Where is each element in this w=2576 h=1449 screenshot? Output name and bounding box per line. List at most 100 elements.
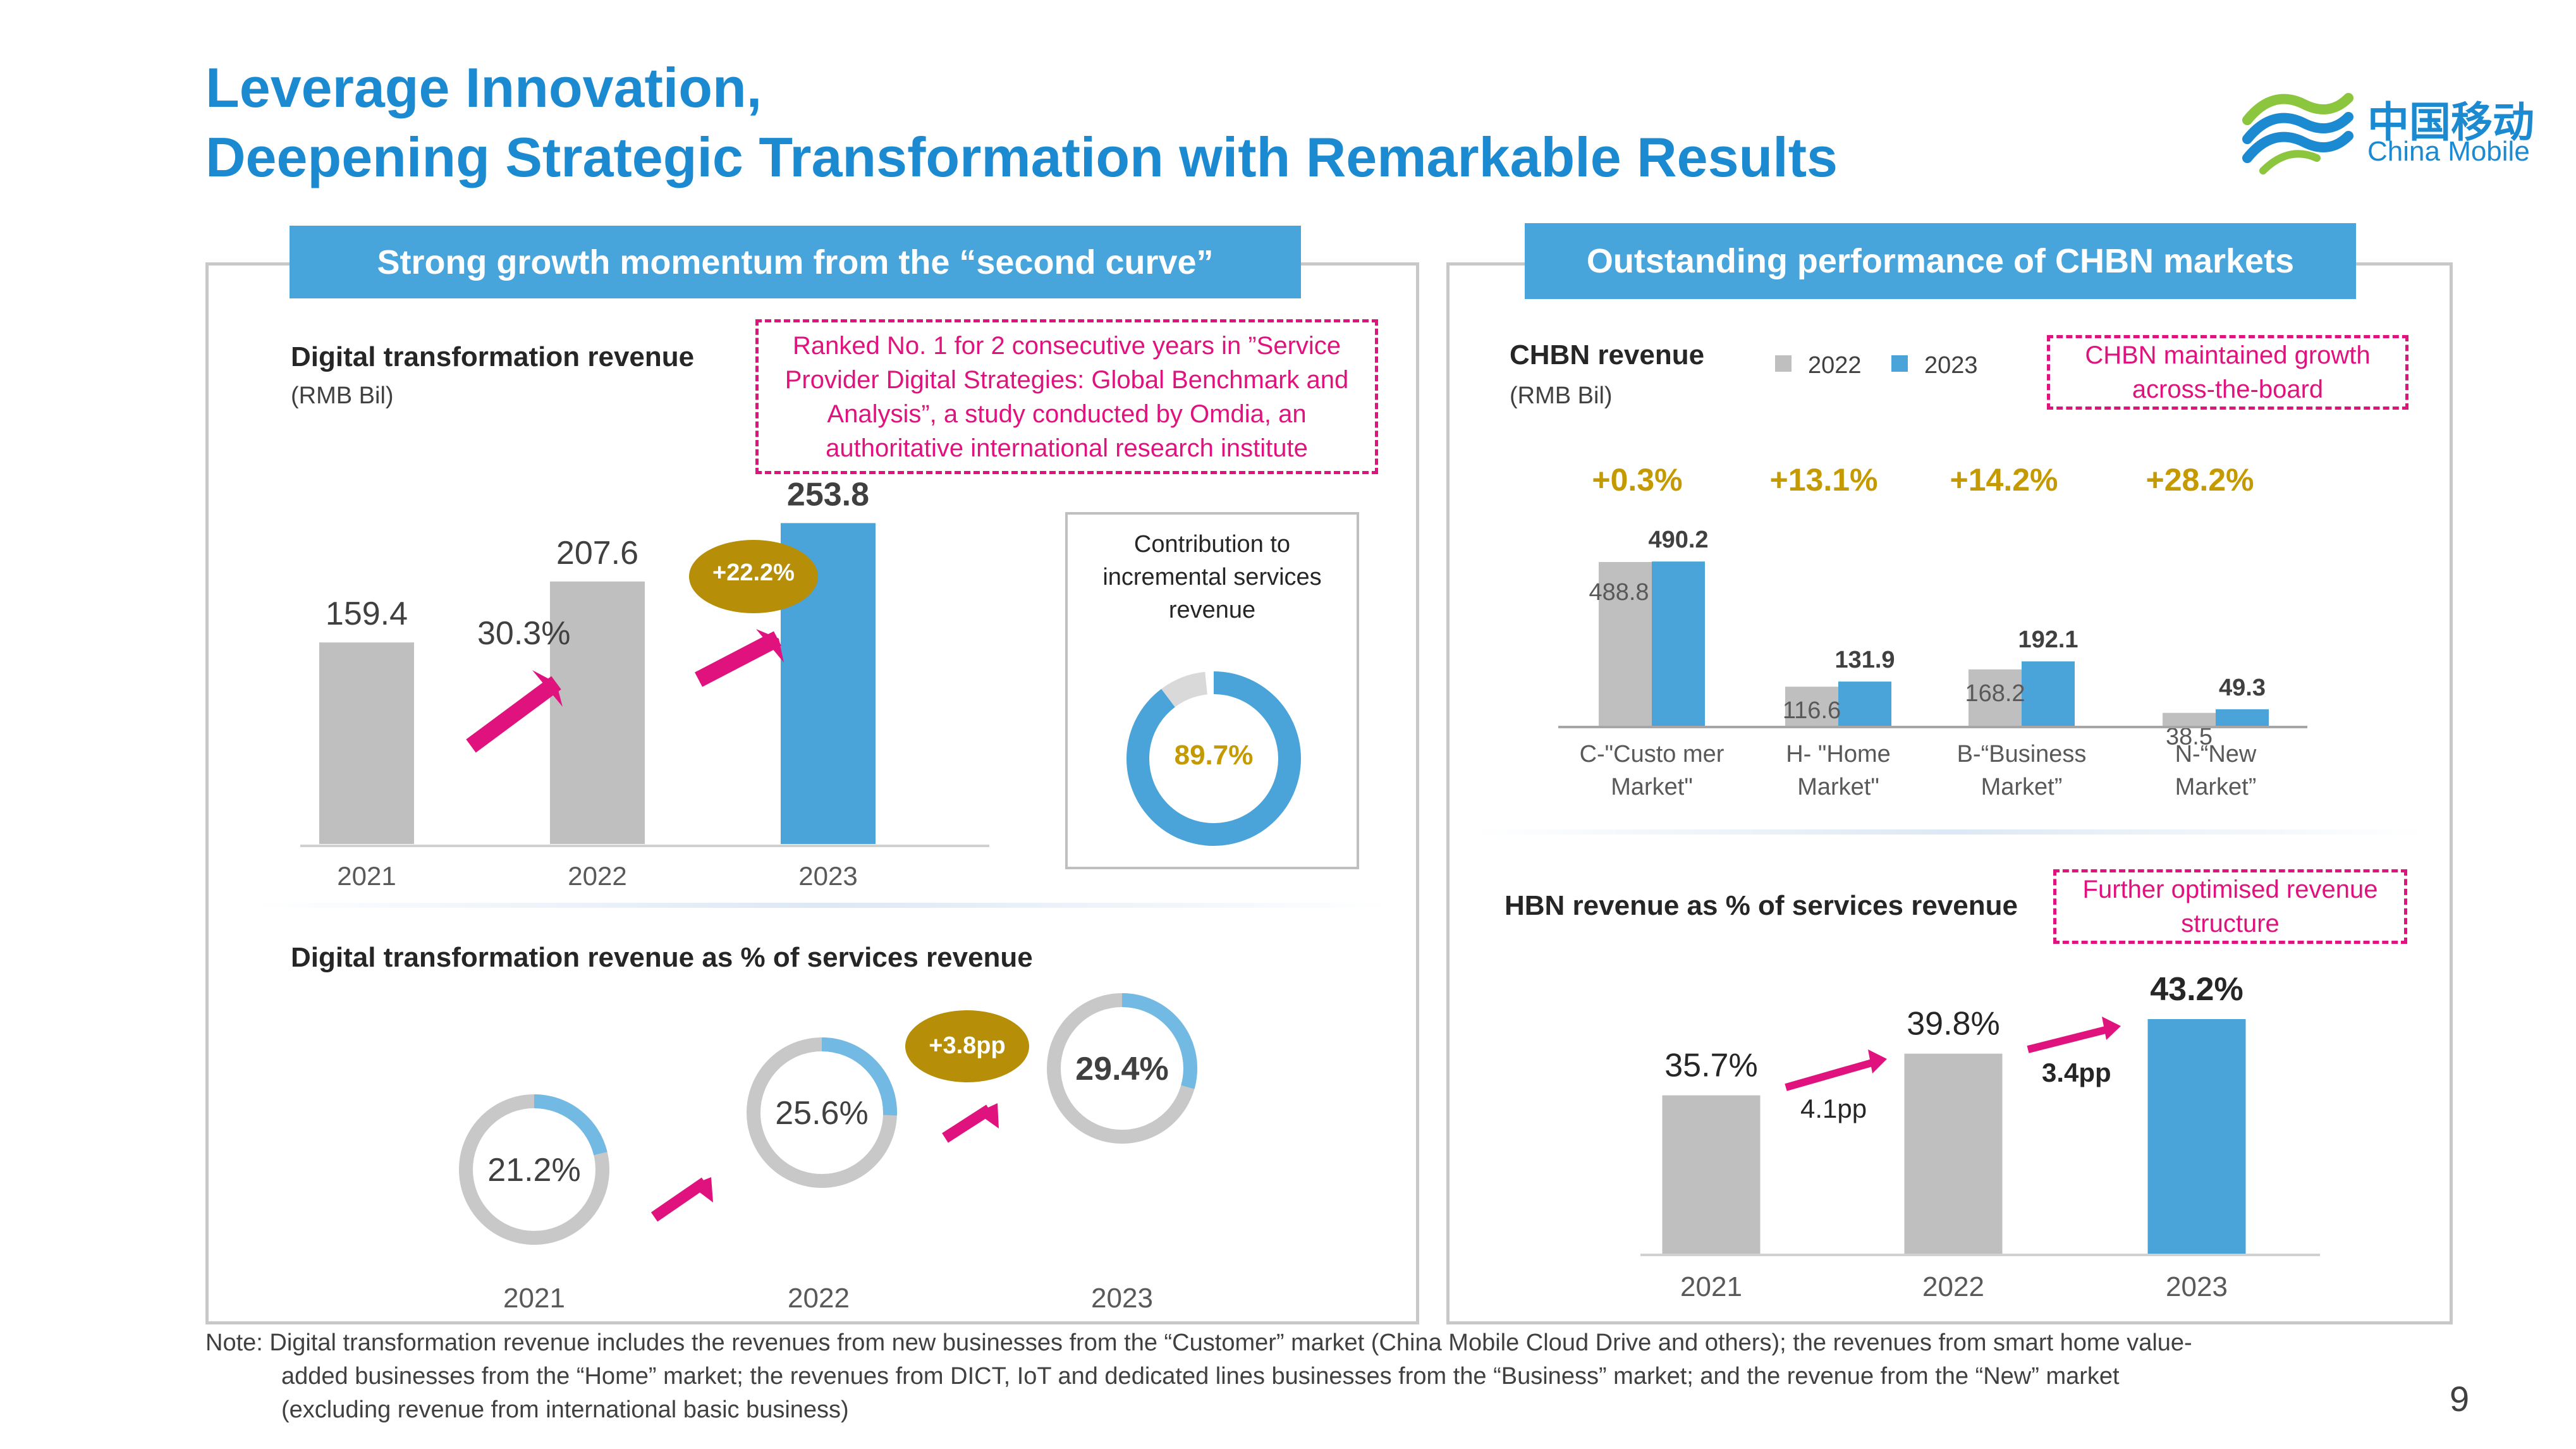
hbn-value-label-2022: 39.8% xyxy=(1907,1006,1999,1042)
dt-pct-title: Digital transformation revenue as % of s… xyxy=(291,942,1033,973)
pct-category-label-2022: 2022 xyxy=(788,1283,850,1314)
pct-category-label-2021: 2021 xyxy=(503,1283,565,1314)
chbn-category-label-1-0: H- "Home xyxy=(1786,741,1891,767)
dt-growth-arrow-2 xyxy=(695,631,781,687)
chbn-category-label-2-0: B-“Business xyxy=(1957,741,2087,767)
chbn-title: CHBN revenue xyxy=(1510,339,1705,370)
footnote-line3: (excluding revenue from international ba… xyxy=(281,1397,849,1423)
legend-swatch-2023 xyxy=(1891,355,1908,372)
pct-arrow-1-head xyxy=(690,1177,713,1202)
chbn-bar-2022-0 xyxy=(1599,561,1652,726)
legend-swatch-2022 xyxy=(1775,355,1792,372)
pct-value-label-2021: 21.2% xyxy=(487,1152,580,1189)
chbn-bar-2022-2 xyxy=(1969,669,2022,726)
pct-donut-2021-arc xyxy=(459,1094,609,1245)
chbn-callout: CHBN maintained growth across-the-board xyxy=(2047,335,2408,410)
dt-growth-arrow-1 xyxy=(466,676,561,753)
pct-growth-label: +3.8pp xyxy=(929,1032,1006,1059)
chbn-category-label-0-1: Market" xyxy=(1611,774,1693,800)
right-divider xyxy=(1476,829,2424,835)
chbn-bar-2023-1 xyxy=(1838,682,1891,726)
dt-category-label-2023: 2023 xyxy=(798,861,857,891)
chbn-bar-2023-2 xyxy=(2022,661,2075,726)
page-title-line1: Leverage Innovation, xyxy=(205,56,762,119)
dt-bar-2021 xyxy=(319,642,414,844)
dt-growth-2023-label: +22.2% xyxy=(712,559,795,586)
pct-donut-2022-arc xyxy=(747,1037,897,1188)
chbn-label-2022-0: 488.8 xyxy=(1589,579,1649,606)
legend-label-2023: 2023 xyxy=(1924,352,1978,379)
hbn-category-label-2021: 2021 xyxy=(1680,1271,1742,1302)
legend-label-2022: 2022 xyxy=(1808,352,1862,379)
dt-value-label-2022: 207.6 xyxy=(556,535,638,572)
dt-growth-badge xyxy=(689,540,818,613)
hbn-category-label-2023: 2023 xyxy=(2166,1271,2228,1302)
dt-revenue-unit: (RMB Bil) xyxy=(291,382,394,409)
chbn-bar-2022-3 xyxy=(2163,712,2216,726)
hbn-value-label-2021: 35.7% xyxy=(1664,1048,1757,1084)
chbn-category-label-2-1: Market” xyxy=(1981,774,2063,800)
hbn-value-label-2023: 43.2% xyxy=(2150,971,2243,1008)
chbn-label-2023-3: 49.3 xyxy=(2219,675,2266,701)
chbn-growth-n: +28.2% xyxy=(2146,462,2254,498)
hbn-delta-2: 3.4pp xyxy=(2042,1058,2111,1087)
page-title-line2: Deepening Strategic Transformation with … xyxy=(205,126,1838,188)
chbn-bar-2022-1 xyxy=(1785,687,1838,726)
contribution-title: Contribution to incremental services rev… xyxy=(1102,531,1322,623)
footnote: Note: Digital transformation revenue inc… xyxy=(205,1326,2456,1427)
chbn-label-2023-1: 131.9 xyxy=(1834,647,1895,673)
dt-value-label-2023: 253.8 xyxy=(787,476,869,513)
hbn-bar-2021 xyxy=(1662,1095,1761,1255)
hbn-arrow-1 xyxy=(1785,1058,1876,1091)
dt-category-label-2022: 2022 xyxy=(568,861,626,891)
dt-category-label-2021: 2021 xyxy=(337,861,396,891)
dt-value-label-2021: 159.4 xyxy=(326,596,408,632)
china-mobile-logo-icon xyxy=(2235,82,2361,177)
hbn-title: HBN revenue as % of services revenue xyxy=(1505,890,2018,921)
chbn-category-label-3-1: Market” xyxy=(2175,774,2257,800)
hbn-category-label-2022: 2022 xyxy=(1922,1271,1984,1302)
hbn-arrow-2 xyxy=(2027,1025,2109,1053)
hbn-bar-2023 xyxy=(2147,1019,2246,1255)
right-panel-banner: Outstanding performance of CHBN markets xyxy=(1525,223,2356,299)
hbn-delta-1: 4.1pp xyxy=(1800,1094,1867,1123)
pct-value-label-2023: 29.4% xyxy=(1075,1051,1168,1087)
chbn-growth-b: +14.2% xyxy=(1950,462,2058,498)
footnote-line1: Note: Digital transformation revenue inc… xyxy=(205,1330,2192,1356)
pct-category-label-2023: 2023 xyxy=(1091,1283,1153,1314)
hbn-bar-2022 xyxy=(1904,1053,2003,1255)
contribution-donut xyxy=(1126,671,1301,846)
chbn-category-label-3-0: N-“New xyxy=(2175,741,2257,767)
left-divider xyxy=(253,903,1391,908)
pct-value-label-2022: 25.6% xyxy=(775,1095,868,1132)
pct-arrow-2-head xyxy=(977,1103,999,1128)
logo-english-text: China Mobile xyxy=(2367,136,2530,167)
chbn-unit: (RMB Bil) xyxy=(1510,382,1613,409)
contribution-value: 89.7% xyxy=(1174,740,1254,771)
footnote-line2: added businesses from the “Home” market;… xyxy=(281,1363,2120,1390)
contribution-box xyxy=(1065,512,1359,869)
left-panel-banner: Strong growth momentum from the “second … xyxy=(290,226,1301,298)
contribution-main-slice xyxy=(1126,671,1301,846)
pct-donut-2023-arc xyxy=(1047,993,1197,1144)
chbn-label-2022-2: 168.2 xyxy=(1965,680,2025,707)
chbn-growth-h: +13.1% xyxy=(1769,462,1878,498)
chbn-category-label-1-1: Market" xyxy=(1797,774,1879,800)
logo-chinese-text: 中国移动 xyxy=(2367,99,2534,145)
chbn-growth-c: +0.3% xyxy=(1592,462,1683,498)
omdia-ranking-callout: Ranked No. 1 for 2 consecutive years in … xyxy=(755,319,1378,474)
chbn-growth-row: +0.3% +13.1% +14.2% +28.2% xyxy=(1580,462,2339,506)
chbn-bar-2023-0 xyxy=(1652,561,1705,726)
dt-revenue-title: Digital transformation revenue xyxy=(291,341,695,372)
chbn-label-2023-2: 192.1 xyxy=(2018,627,2078,653)
chbn-bar-2023-3 xyxy=(2216,709,2269,726)
dt-bar-2022 xyxy=(550,581,645,844)
dt-growth-arrow-2-head xyxy=(756,629,784,663)
page-number: 9 xyxy=(2450,1379,2470,1419)
dt-growth-arrow-1-head xyxy=(532,670,563,707)
chbn-label-2022-1: 116.6 xyxy=(1783,697,1841,724)
hbn-arrow-1-head xyxy=(1868,1049,1887,1073)
